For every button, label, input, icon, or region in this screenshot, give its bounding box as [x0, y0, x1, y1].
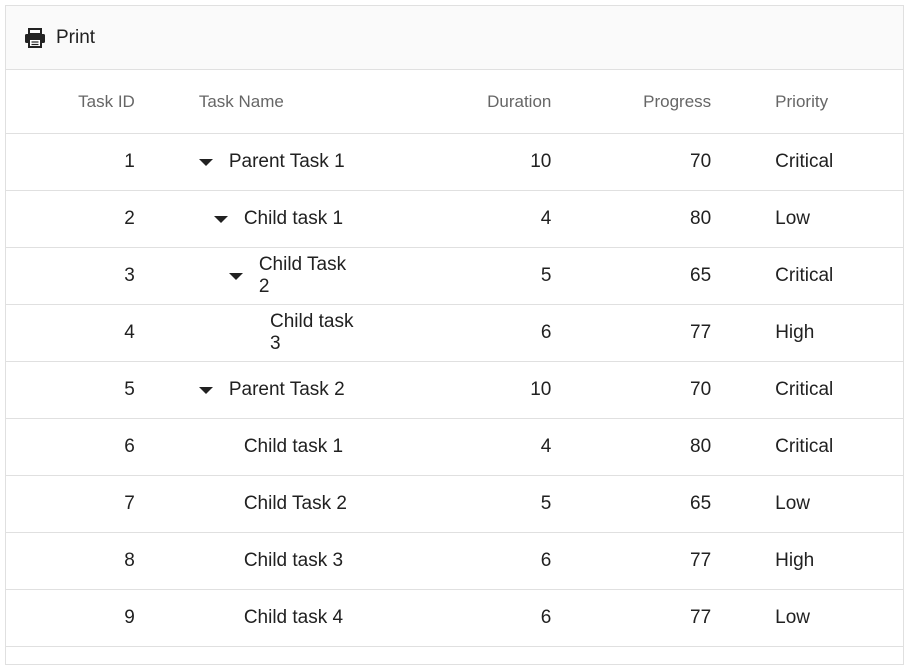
cell-priority: Critical — [775, 151, 834, 172]
task-name-text: Child task 4 — [243, 607, 344, 628]
header-task-id[interactable]: Task ID — [78, 91, 135, 111]
cell-progress: 70 — [690, 379, 712, 400]
cell-task-id: 8 — [124, 550, 135, 571]
cell-duration: 5 — [540, 265, 552, 286]
cell-duration: 6 — [540, 322, 552, 343]
header-progress[interactable]: Progress — [643, 91, 712, 111]
cell-task-id: 6 — [124, 436, 135, 457]
expand-caret-icon[interactable] — [198, 158, 213, 166]
cell-task-name: Child task 4 — [135, 607, 357, 629]
cell-progress: 80 — [690, 436, 712, 457]
table-row[interactable]: 3 Child Task 2 5 65 Critical — [6, 248, 903, 305]
cell-task-id: 1 — [124, 151, 135, 172]
cell-duration: 4 — [540, 436, 552, 457]
expand-caret-icon[interactable] — [228, 272, 243, 280]
print-label: Print — [56, 26, 96, 48]
cell-priority: Low — [775, 607, 811, 628]
cell-task-name: Parent Task 1 — [135, 151, 357, 173]
table-row[interactable]: 7 Child Task 2 5 65 Low — [6, 476, 903, 533]
cell-task-id: 4 — [124, 322, 135, 343]
cell-priority: Critical — [775, 379, 834, 400]
cell-duration: 4 — [540, 208, 552, 229]
task-name-text: Child task 1 — [243, 208, 344, 229]
toolbar: Print — [6, 6, 903, 70]
cell-task-id: 5 — [124, 379, 135, 400]
table-row[interactable]: 2 Child task 1 4 80 Low — [6, 191, 903, 248]
cell-task-name: Child task 1 — [135, 208, 357, 230]
cell-priority: High — [775, 550, 815, 571]
cell-task-name: Child task 3 — [135, 311, 357, 355]
table-row[interactable]: 5 Parent Task 2 10 70 Critical — [6, 362, 903, 419]
tree-grid: Print Task ID Task Name Duration Progres… — [5, 5, 904, 665]
cell-duration: 10 — [530, 379, 552, 400]
header-task-name[interactable]: Task Name — [198, 91, 284, 111]
table-row[interactable]: 6 Child task 1 4 80 Critical — [6, 419, 903, 476]
cell-duration: 10 — [530, 151, 552, 172]
task-name-text: Child Task 2 — [258, 254, 347, 297]
expand-caret-icon[interactable] — [213, 215, 228, 223]
cell-progress: 77 — [690, 550, 712, 571]
cell-progress: 80 — [690, 208, 712, 229]
grid-body: 1 Parent Task 1 10 70 Critical 2 Child task 1 4… — [6, 134, 903, 647]
cell-priority: Low — [775, 208, 811, 229]
cell-task-name: Child Task 2 — [135, 493, 357, 515]
task-name-text: Child task 3 — [270, 311, 354, 354]
table-row[interactable]: 9 Child task 4 6 77 Low — [6, 590, 903, 647]
cell-priority: Critical — [775, 436, 834, 457]
task-name-text: Parent Task 2 — [228, 379, 345, 400]
cell-progress: 77 — [690, 607, 712, 628]
header-duration[interactable]: Duration — [487, 91, 552, 111]
table-row[interactable]: 4 Child task 3 6 77 High — [6, 305, 903, 362]
cell-progress: 65 — [690, 493, 712, 514]
cell-duration: 6 — [540, 550, 552, 571]
cell-duration: 6 — [540, 607, 552, 628]
header-priority[interactable]: Priority — [775, 91, 829, 111]
cell-task-id: 9 — [124, 607, 135, 628]
cell-progress: 77 — [690, 322, 712, 343]
cell-progress: 70 — [690, 151, 712, 172]
header-row: Task ID Task Name Duration Progress Prio… — [6, 70, 903, 134]
task-name-text: Child task 3 — [243, 550, 344, 571]
cell-task-id: 7 — [124, 493, 135, 514]
printer-icon — [24, 27, 46, 48]
cell-task-name: Parent Task 2 — [135, 379, 357, 401]
table-row[interactable]: 1 Parent Task 1 10 70 Critical — [6, 134, 903, 191]
cell-task-name: Child Task 2 — [135, 254, 357, 298]
cell-task-name: Child task 1 — [135, 436, 357, 458]
expand-caret-icon[interactable] — [198, 386, 213, 394]
cell-task-name: Child task 3 — [135, 550, 357, 572]
task-name-text: Child Task 2 — [243, 493, 347, 514]
cell-progress: 65 — [690, 265, 712, 286]
print-button[interactable]: Print — [24, 27, 95, 49]
cell-task-id: 3 — [124, 265, 135, 286]
task-name-text: Child task 1 — [243, 436, 344, 457]
task-name-text: Parent Task 1 — [228, 151, 345, 172]
cell-priority: Critical — [775, 265, 834, 286]
cell-priority: Low — [775, 493, 811, 514]
cell-task-id: 2 — [124, 208, 135, 229]
table-row[interactable]: 8 Child task 3 6 77 High — [6, 533, 903, 590]
cell-duration: 5 — [540, 493, 552, 514]
cell-priority: High — [775, 322, 815, 343]
